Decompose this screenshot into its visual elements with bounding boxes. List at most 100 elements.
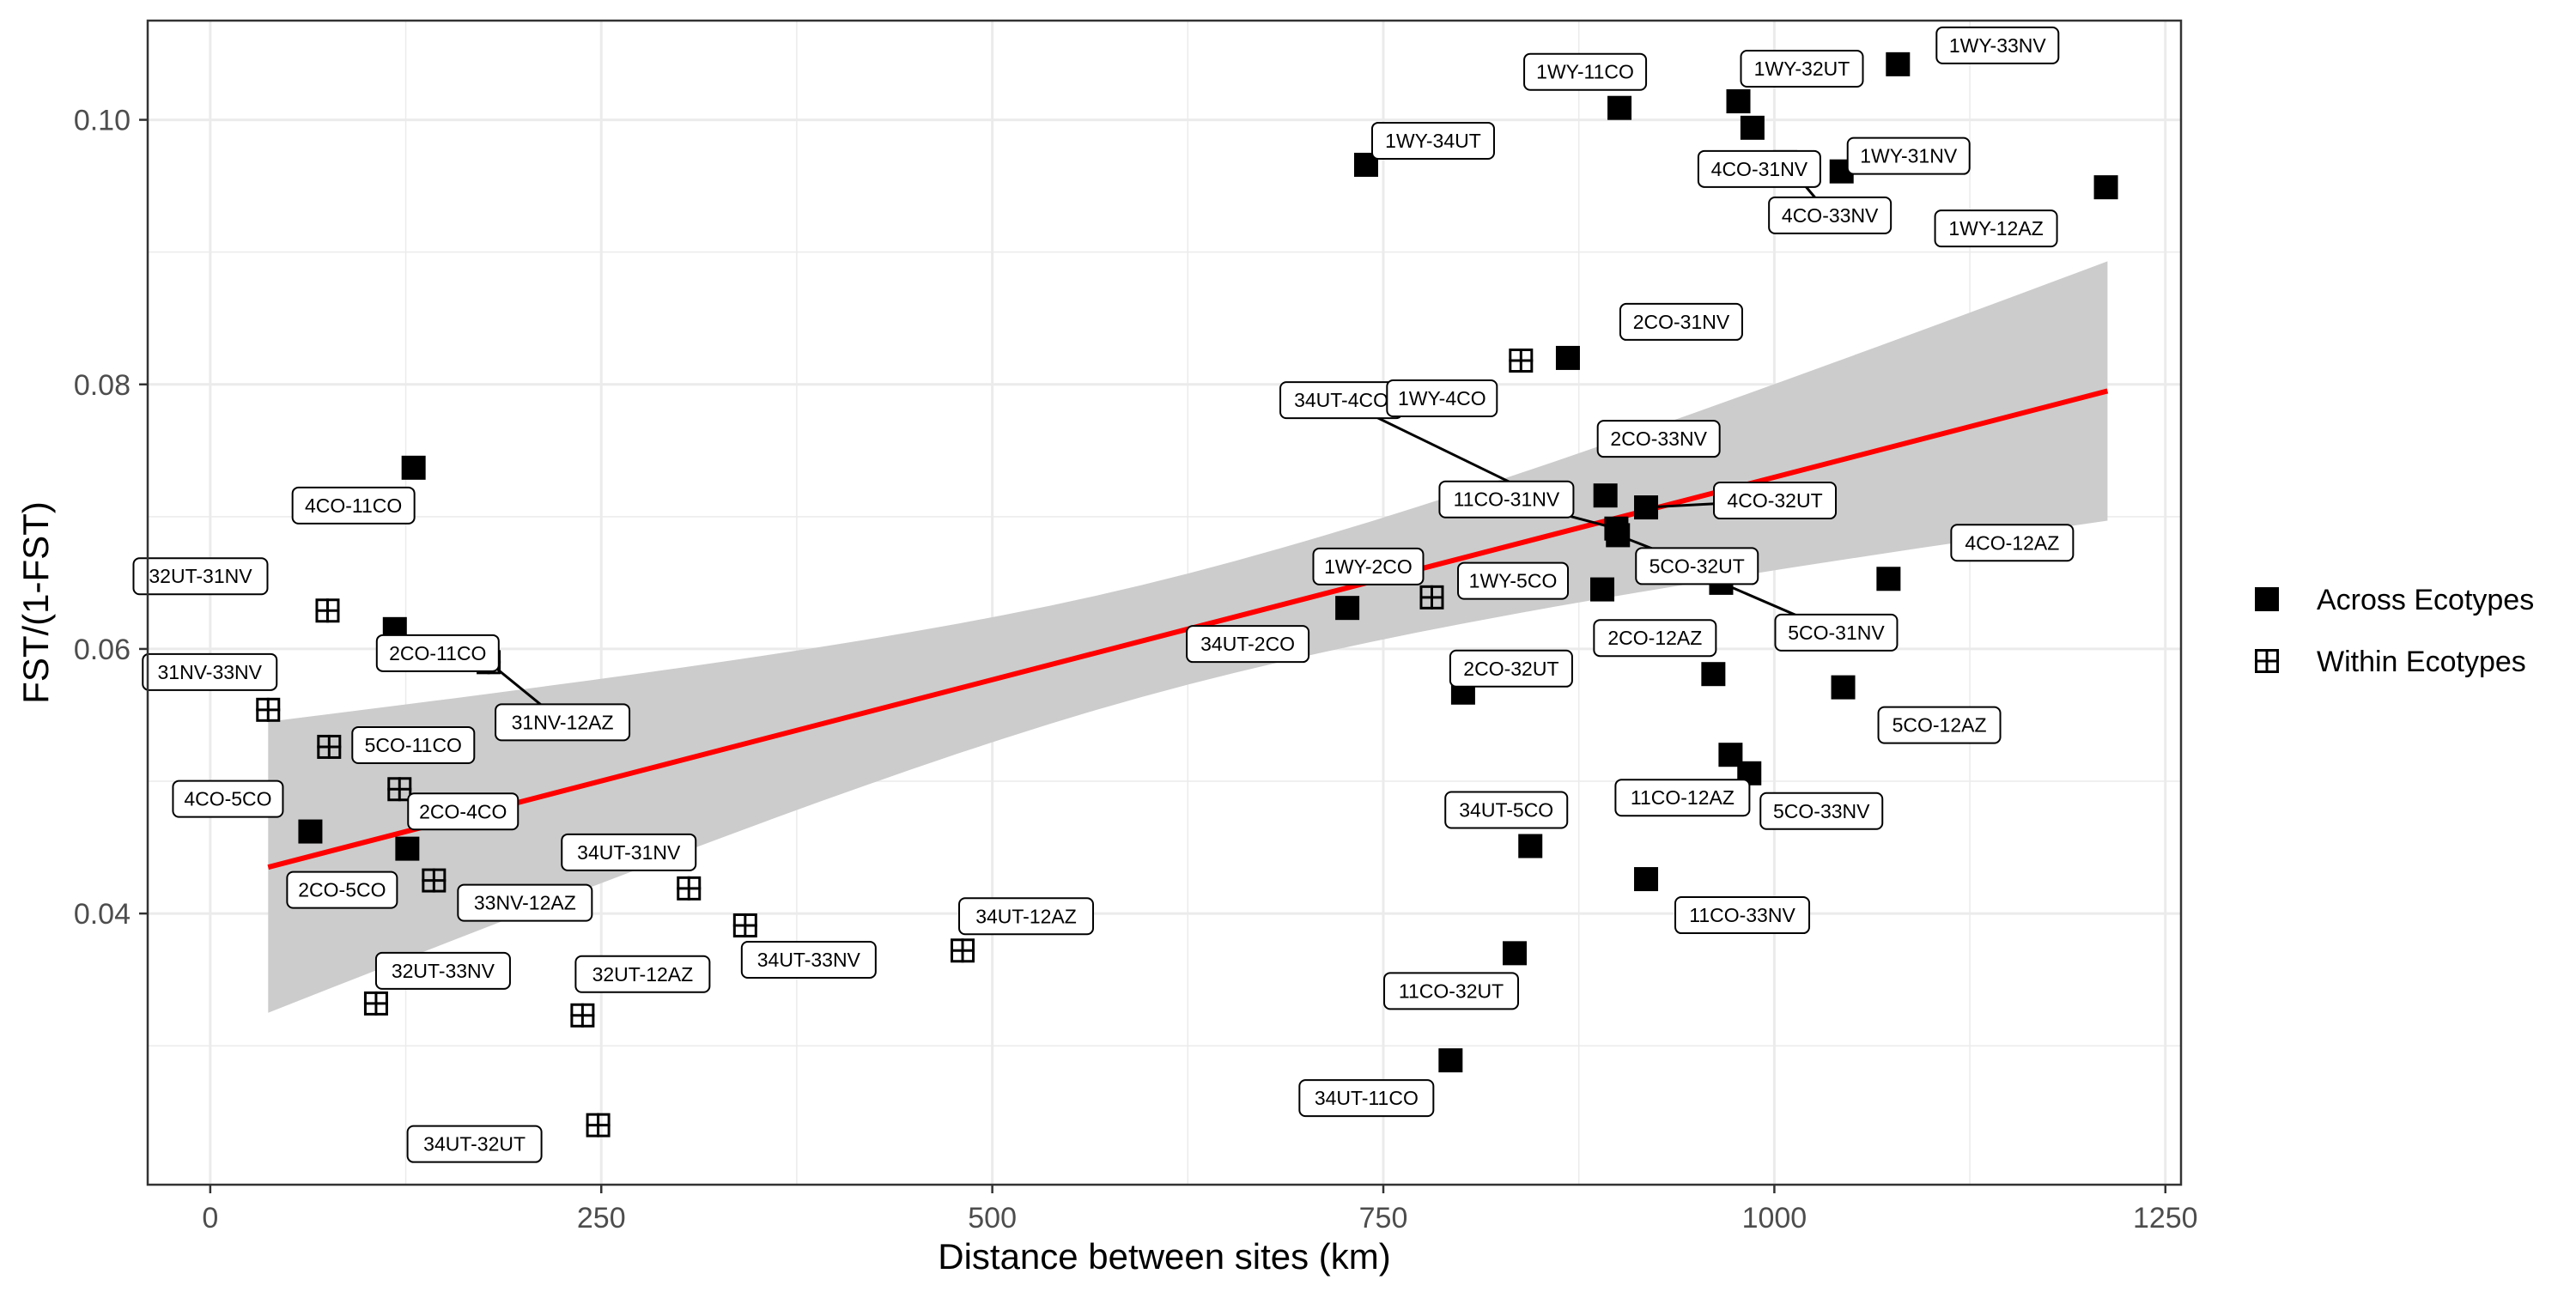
point-label-box [1593, 619, 1717, 658]
point-label-box [172, 779, 284, 818]
point-label-box [1523, 52, 1648, 91]
point-label-box [1449, 649, 1573, 688]
point-label-text: 11CO-12AZ [1631, 786, 1735, 809]
point-label-text: 1WY-12AZ [1948, 217, 2043, 240]
point-label: 32UT-33NV [374, 951, 511, 990]
x-tick-label: 0 [202, 1202, 218, 1234]
x-tick-label: 1000 [1742, 1202, 1807, 1234]
y-tick-label: 0.10 [74, 105, 131, 137]
point-label: 5CO-11CO [351, 725, 476, 764]
point-label-text: 4CO-31NV [1711, 158, 1808, 180]
point-label-box [1759, 792, 1884, 830]
point-label: 34UT-4CO [1279, 381, 1404, 420]
point-label: 11CO-32UT [1383, 972, 1520, 1010]
point-label-text: 1WY-4CO [1398, 387, 1486, 409]
point-label: 11CO-12AZ [1614, 779, 1751, 817]
point-label-box [407, 792, 519, 831]
across-point [1634, 495, 1659, 520]
across-point [401, 455, 426, 480]
point-label-text: 4CO-12AZ [1965, 531, 2059, 554]
point-label-text: 32UT-31NV [149, 565, 252, 587]
across-point [1740, 115, 1765, 140]
across-point [1886, 52, 1911, 76]
point-label-text: 5CO-12AZ [1893, 714, 1987, 737]
x-tick-label: 1250 [2133, 1202, 2198, 1234]
point-label: 1WY-12AZ [1934, 209, 2058, 248]
point-label-text: 34UT-12AZ [975, 905, 1077, 927]
point-label-text: 34UT-31NV [577, 841, 681, 864]
point-label: 31NV-12AZ [495, 703, 631, 742]
point-label-box [1935, 26, 2060, 64]
across-point [1503, 941, 1528, 966]
within-point [1509, 349, 1534, 373]
point-label: 2CO-33NV [1596, 420, 1721, 458]
legend-across-marker [2255, 587, 2279, 611]
y-tick-label: 0.04 [74, 898, 131, 931]
point-label: 4CO-33NV [1768, 196, 1893, 234]
point-label-box [1697, 149, 1821, 188]
point-label-box [406, 1125, 543, 1163]
across-point [2093, 175, 2118, 200]
point-label-text: 34UT-33NV [757, 949, 861, 971]
point-label-text: 5CO-11CO [365, 734, 462, 756]
y-tick-label: 0.06 [74, 634, 131, 666]
point-label: 4CO-5CO [172, 779, 284, 818]
across-point [1518, 834, 1543, 858]
point-label-box [351, 725, 476, 764]
point-label-box [1846, 136, 1971, 175]
point-label: 2CO-12AZ [1593, 619, 1717, 658]
within-point [387, 777, 412, 802]
point-label-text: 1WY-2CO [1324, 555, 1413, 578]
point-label-box [1934, 209, 2058, 248]
point-label-text: 34UT-11CO [1315, 1087, 1419, 1109]
point-label-text: 5CO-31NV [1788, 622, 1885, 644]
x-axis-title: Distance between sites (km) [938, 1236, 1391, 1277]
point-label-box [1457, 561, 1570, 600]
panel-border-group [146, 19, 2183, 1186]
point-label-text: 5CO-32UT [1649, 555, 1745, 577]
point-label-box [1596, 420, 1721, 458]
point-label-box [1674, 896, 1811, 935]
across-point [1438, 1048, 1463, 1073]
point-label: 34UT-33NV [740, 940, 877, 979]
within-point [570, 1003, 595, 1028]
point-label: 4CO-12AZ [1950, 524, 2075, 562]
point-label-text: 2CO-31NV [1633, 311, 1730, 333]
point-label: 31NV-33NV [142, 652, 278, 691]
point-label-box [1312, 547, 1425, 585]
across-point [1590, 577, 1615, 602]
point-label-text: 2CO-12AZ [1607, 627, 1702, 649]
point-label-text: 11CO-31NV [1454, 488, 1560, 511]
point-label-text: 1WY-32UT [1754, 58, 1850, 80]
point-label-box [1370, 121, 1495, 160]
point-label-text: 34UT-5CO [1459, 799, 1553, 822]
point-label: 33NV-12AZ [457, 883, 593, 922]
across-point [1876, 567, 1901, 591]
point-label: 2CO-11CO [375, 634, 500, 672]
point-label: 34UT-32UT [406, 1125, 543, 1163]
point-label: 2CO-32UT [1449, 649, 1573, 688]
across-point [1701, 662, 1726, 687]
across-point [1607, 95, 1632, 120]
within-point [1419, 585, 1444, 610]
within-point [315, 598, 340, 623]
legend-label: Across Ecotypes [2317, 584, 2534, 616]
point-labels: 1WY-33NV 1WY-32UT 1WY-11CO 4CO-31NV 1WY-34UT… [132, 26, 2075, 1163]
point-label-text: 1WY-5CO [1469, 570, 1558, 592]
point-label-text: 34UT-32UT [423, 1133, 526, 1156]
legend-within-marker [2255, 649, 2279, 673]
point-label: 1WY-11CO [1523, 52, 1648, 91]
point-label: 1WY-4CO [1386, 379, 1498, 418]
point-label-box [375, 634, 500, 672]
point-label-text: 4CO-32UT [1727, 489, 1822, 512]
point-label: 34UT-12AZ [958, 897, 1095, 936]
point-label-text: 1WY-11CO [1536, 61, 1634, 83]
point-label-box [286, 870, 398, 909]
point-label-text: 2CO-4CO [419, 800, 507, 822]
point-label: 5CO-12AZ [1877, 706, 2002, 744]
point-label: 5CO-33NV [1759, 792, 1884, 830]
point-label: 11CO-31NV [1438, 480, 1575, 519]
point-label-box [374, 951, 511, 990]
